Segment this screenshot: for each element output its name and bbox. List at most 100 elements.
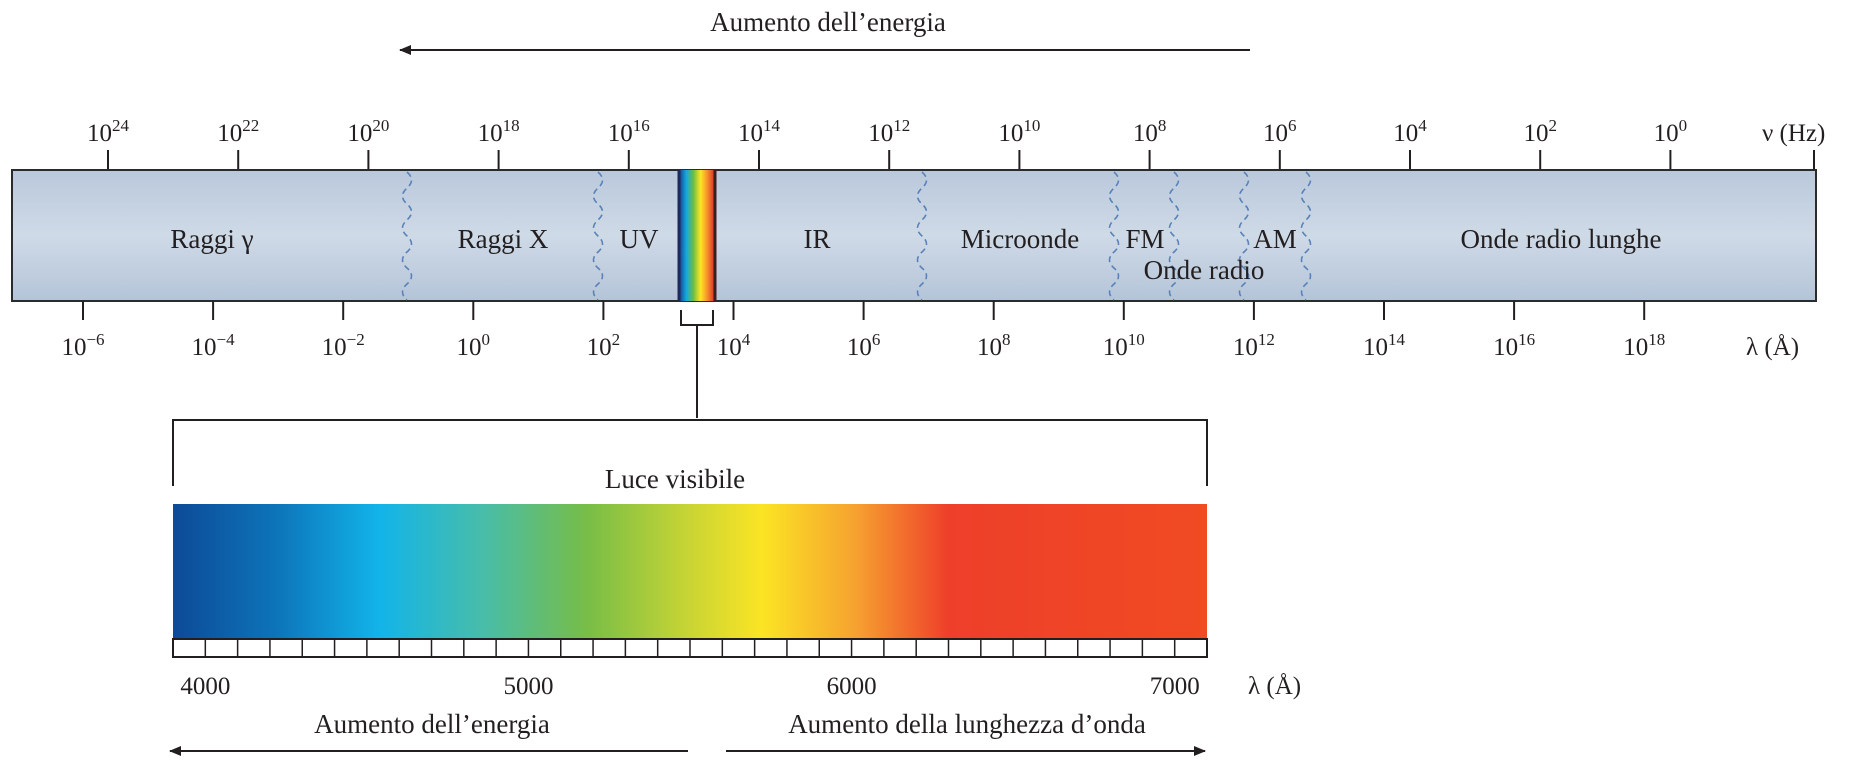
region-fm: FM [1125, 224, 1164, 254]
region-divider [1168, 171, 1180, 301]
frequency-tick-label-base: 10 [1523, 120, 1548, 147]
region-ir: IR [804, 224, 831, 254]
spectrum-band [11, 169, 1817, 302]
wavelength-axis: 10−6 10−4 10−2 100 102 104 106 108 1010 1012 1014 1… [61, 301, 1665, 361]
frequency-tick-label-exponent: 0 [1679, 116, 1688, 135]
wavelength-tick-label-base: 10 [1103, 334, 1128, 361]
wavelength-tick-label: 1010 [1103, 330, 1145, 361]
wavelength-tick-label: 10−6 [61, 330, 104, 361]
frequency-tick-label: 108 [1133, 116, 1167, 147]
wavelength-tick-label-exponent: 14 [1388, 330, 1406, 349]
region-am: AM [1253, 224, 1297, 254]
region-radio: Onde radio [1144, 255, 1265, 285]
frequency-tick-label: 102 [1523, 116, 1557, 147]
region-xray: Raggi X [458, 224, 549, 254]
wavelength-tick-label-base: 10 [457, 334, 482, 361]
frequency-tick-label-exponent: 10 [1023, 116, 1040, 135]
wavelength-tick-label-base: 10 [1363, 334, 1388, 361]
frequency-tick-label: 1024 [87, 116, 130, 147]
visible-tick-label: 5000 [503, 673, 553, 700]
wavelength-tick-label-base: 10 [587, 334, 612, 361]
wavelength-tick-label-exponent: 0 [482, 330, 491, 349]
region-divider [401, 171, 413, 301]
visible-tick-label: 4000 [180, 673, 230, 700]
frequency-tick-label: 1022 [217, 116, 259, 147]
wavelength-unit-label: λ (Å) [1746, 334, 1799, 361]
frequency-axis: 1024 1022 1020 1018 1016 1014 1012 1010 108 106 10… [87, 116, 1815, 170]
frequency-tick-label: 1012 [868, 116, 910, 147]
visible-slice [679, 170, 715, 301]
wavelength-tick-label-base: 10 [977, 334, 1002, 361]
frequency-unit-label: ν (Hz) [1762, 120, 1825, 147]
frequency-tick-label: 1010 [998, 116, 1040, 147]
region-divider [916, 171, 928, 301]
region-divider [1238, 171, 1250, 301]
frequency-tick-label-exponent: 16 [633, 116, 650, 135]
visible-unit-label: λ (Å) [1248, 673, 1301, 700]
visible-tick-label: 7000 [1150, 673, 1200, 700]
wavelength-tick-label-base: 10 [1233, 334, 1258, 361]
visible-tick-label: 6000 [827, 673, 877, 700]
frequency-tick-label-exponent: 22 [242, 116, 259, 135]
frequency-tick-label-base: 10 [868, 120, 893, 147]
wavelength-tick-label: 104 [717, 330, 751, 361]
frequency-tick-label-exponent: 2 [1548, 116, 1557, 135]
wavelength-tick-label-exponent: −4 [217, 330, 236, 349]
visible-bracket [680, 310, 714, 326]
wavelength-tick-label-base: 10 [322, 334, 347, 361]
wavelength-tick-label: 106 [847, 330, 881, 361]
wavelength-tick-label-base: 10 [61, 334, 86, 361]
frequency-tick-label-exponent: 14 [763, 116, 781, 135]
visible-scale: 4000 5000 6000 7000 [172, 638, 1208, 700]
wavelength-tick-label-base: 10 [847, 334, 872, 361]
frequency-tick-label: 100 [1654, 116, 1688, 147]
region-dividers [401, 171, 1312, 301]
frequency-tick-label-base: 10 [998, 120, 1023, 147]
wavelength-tick-label-exponent: −2 [347, 330, 365, 349]
wavelength-tick-label: 108 [977, 330, 1011, 361]
frequency-tick-label-exponent: 4 [1418, 116, 1427, 135]
wavelength-tick-label-base: 10 [717, 334, 742, 361]
frequency-tick-label-base: 10 [1133, 120, 1158, 147]
frequency-tick-label-exponent: 18 [503, 116, 520, 135]
wavelength-tick-label-exponent: 16 [1518, 330, 1535, 349]
wavelength-tick-label: 10−4 [192, 330, 236, 361]
frequency-tick-label-base: 10 [478, 120, 503, 147]
frequency-tick-label-base: 10 [1393, 120, 1418, 147]
frequency-tick-label-base: 10 [738, 120, 763, 147]
frequency-tick-label-exponent: 12 [893, 116, 910, 135]
top-energy-label: Aumento dell’energia [710, 7, 946, 37]
wavelength-tick-label: 1018 [1623, 330, 1665, 361]
region-gamma: Raggi γ [170, 224, 253, 254]
frequency-tick-label: 104 [1393, 116, 1427, 147]
wavelength-tick-label-exponent: 4 [742, 330, 751, 349]
wavelength-tick-label-exponent: −6 [86, 330, 104, 349]
wavelength-tick-label-base: 10 [192, 334, 217, 361]
visible-title: Luce visibile [605, 464, 745, 494]
frequency-tick-label-exponent: 8 [1158, 116, 1167, 135]
region-microwave: Microonde [961, 224, 1079, 254]
wavelength-tick-label-exponent: 18 [1648, 330, 1665, 349]
wavelength-tick-label-exponent: 12 [1258, 330, 1275, 349]
region-long-radio: Onde radio lunghe [1461, 224, 1662, 254]
wavelength-tick-label-exponent: 2 [612, 330, 621, 349]
region-divider [1300, 171, 1312, 301]
bottom-wavelength-label: Aumento della lunghezza d’onda [788, 709, 1146, 739]
wavelength-tick-label: 1016 [1493, 330, 1535, 361]
frequency-tick-label: 1016 [608, 116, 650, 147]
frequency-tick-label-exponent: 24 [112, 116, 130, 135]
wavelength-tick-label-exponent: 6 [872, 330, 881, 349]
wavelength-tick-label: 1012 [1233, 330, 1275, 361]
frequency-tick-label-base: 10 [347, 120, 372, 147]
frequency-tick-label: 106 [1263, 116, 1297, 147]
wavelength-tick-label-base: 10 [1623, 334, 1648, 361]
frequency-tick-label-base: 10 [87, 120, 112, 147]
region-divider [1108, 171, 1120, 301]
frequency-tick-label-base: 10 [608, 120, 633, 147]
wavelength-tick-label-exponent: 10 [1128, 330, 1145, 349]
frequency-tick-label-base: 10 [1654, 120, 1679, 147]
visible-frame [172, 419, 1208, 486]
wavelength-tick-label-base: 10 [1493, 334, 1518, 361]
wavelength-tick-label: 10−2 [322, 330, 365, 361]
